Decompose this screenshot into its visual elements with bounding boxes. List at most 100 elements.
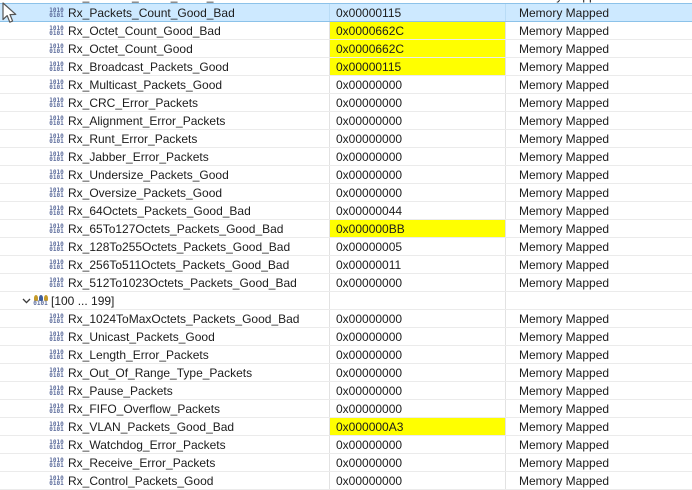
register-name: Rx_Jabber_Error_Packets [68,149,209,164]
register-value-cell[interactable]: 0x00000000 [330,148,506,165]
register-name: Rx_Watchdog_Error_Packets [68,437,226,452]
register-group-icon: 0101 [33,294,48,307]
register-name: Rx_Octet_Count_Good [68,41,193,56]
register-row[interactable]: 1010 0101 Rx_Packets_Count_Good_Bad 0x000… [0,4,692,22]
access-type: Memory Mapped [519,131,610,146]
access-type: Memory Mapped [519,419,610,434]
register-value-cell[interactable]: 0x00000000 [330,454,506,471]
register-name: Rx_512To1023Octets_Packets_Good_Bad [68,275,297,290]
register-row[interactable]: 1010 0101 Rx_Jabber_Error_Packets 0x00000… [0,148,692,166]
register-value: 0x00000000 [336,437,403,452]
access-type: Memory Mapped [519,329,610,344]
register-value-cell[interactable]: 0x0000662C [330,22,506,39]
register-row[interactable]: 1010 0101 Rx_256To511Octets_Packets_Good_… [0,256,692,274]
register-row[interactable]: 1010 0101 Rx_Broadcast_Packets_Good 0x000… [0,58,692,76]
register-row[interactable]: 1010 0101 Rx_Out_Of_Range_Type_Packets 0x… [0,364,692,382]
register-row[interactable]: 1010 0101 Rx_65To127Octets_Packets_Good_B… [0,220,692,238]
register-value-cell[interactable]: 0x00000000 [330,76,506,93]
register-value-cell[interactable]: 0x00000044 [330,202,506,219]
register-value-cell[interactable]: 0x000000A3 [330,418,506,435]
register-value-cell[interactable]: 0x00000000 [330,346,506,363]
register-row[interactable]: 1010 0101 Rx_Length_Error_Packets 0x00000… [0,346,692,364]
register-value-cell[interactable]: 0x00000000 [330,130,506,147]
access-type: Memory Mapped [519,113,610,128]
register-value-cell[interactable]: 0x00000000 [330,436,506,453]
register-name: Rx_Packets_Count_Good_Bad [68,5,235,20]
register-value-cell[interactable]: 0x00000000 [330,400,506,417]
register-value-cell[interactable]: 0x00000000 [330,166,506,183]
register-name: Rx_Receive_Error_Packets [68,455,216,470]
register-value-cell[interactable]: 0x00000000 [330,310,506,327]
register-value-cell[interactable]: 0x00000000 [330,94,506,111]
register-row[interactable]: 1010 0101 Rx_Multicast_Packets_Good 0x000… [0,76,692,94]
access-type: Memory Mapped [519,5,610,20]
register-value-cell[interactable]: 0x000000BB [330,220,506,237]
register-name: Rx_256To511Octets_Packets_Good_Bad [68,257,290,272]
register-row[interactable]: 1010 0101 Rx_64Octets_Packets_Good_Bad 0x… [0,202,692,220]
register-row[interactable]: 1010 0101 Rx_128To255Octets_Packets_Good_… [0,238,692,256]
register-row[interactable]: 1010 0101 Rx_512To1023Octets_Packets_Good… [0,274,692,292]
register-row[interactable]: 1010 0101 Rx_Oversize_Packets_Good 0x0000… [0,184,692,202]
register-value-cell [330,292,506,309]
access-type: Memory Mapped [519,239,610,254]
access-type: Memory Mapped [519,167,610,182]
register-value: 0x0000662C [336,41,405,56]
register-row[interactable]: 1010 0101 Rx_FIFO_Overflow_Packets 0x0000… [0,400,692,418]
register-value-cell[interactable]: 0x00000011 [330,256,506,273]
access-type: Memory Mapped [519,59,610,74]
chevron-down-icon[interactable] [21,298,31,304]
register-value-cell[interactable]: 0x00000000 [330,382,506,399]
register-row[interactable]: 1010 0101 Rx_Octet_Count_Good 0x0000662C … [0,40,692,58]
register-value-cell[interactable]: 0x00000000 [330,364,506,381]
register-name: Rx_Length_Error_Packets [68,347,209,362]
register-name: Rx_Broadcast_Packets_Good [68,59,229,74]
register-value: 0x00000000 [336,185,403,200]
register-name: Rx_Multicast_Packets_Good [68,77,223,92]
register-value-cell[interactable]: 0x00000005 [330,238,506,255]
register-row[interactable]: 1010 0101 Rx_1024ToMaxOctets_Packets_Good… [0,310,692,328]
register-row[interactable]: 1010 0101 Rx_Unicast_Packets_Good 0x00000… [0,328,692,346]
register-value-cell[interactable]: 0x00000115 [330,58,506,75]
register-name: Rx_Out_Of_Range_Type_Packets [68,365,253,380]
access-type: Memory Mapped [519,203,610,218]
register-row[interactable]: 1010 0101 Rx_Runt_Error_Packets 0x0000000… [0,130,692,148]
register-row[interactable]: 1010 0101 Rx_Control_Packets_Good 0x00000… [0,472,692,490]
register-group-row[interactable]: 0101 [100 ... 199] [0,292,692,310]
register-value: 0x00000000 [336,131,403,146]
register-row[interactable]: 1010 0101 Rx_Octet_Count_Good_Bad 0x00006… [0,22,692,40]
register-name: Rx_CRC_Error_Packets [68,95,199,110]
register-value: 0x00000000 [336,365,403,380]
register-value-cell[interactable]: 0x00000000 [330,184,506,201]
register-value: 0x00000000 [336,383,403,398]
register-value-cell[interactable]: 0x00000000 [330,472,506,489]
register-value-cell[interactable]: 0x00000000 [330,328,506,345]
register-row[interactable]: 1010 0101 Rx_CRC_Error_Packets 0x00000000… [0,94,692,112]
register-name: Rx_Undersize_Packets_Good [68,167,229,182]
register-row[interactable]: 1010 0101 Rx_Receive_Error_Packets 0x0000… [0,454,692,472]
register-row[interactable]: 1010 0101 Rx_Watchdog_Error_Packets 0x000… [0,436,692,454]
register-value: 0x00000000 [336,401,403,416]
register-row[interactable]: 1010 0101 Rx_VLAN_Packets_Good_Bad 0x0000… [0,418,692,436]
register-value-cell[interactable]: 0x00000115 [330,4,506,21]
register-row[interactable]: 1010 0101 Rx_Pause_Packets 0x00000000 Mem… [0,382,692,400]
register-row[interactable]: 1010 0101 Rx_Alignment_Error_Packets 0x00… [0,112,692,130]
register-value-cell[interactable]: 0x00000000 [330,274,506,291]
access-type: Memory Mapped [519,347,610,362]
register-row[interactable]: 1010 0101 Rx_Undersize_Packets_Good 0x000… [0,166,692,184]
access-type: Memory Mapped [519,437,610,452]
register-name: Rx_1024ToMaxOctets_Packets_Good_Bad [68,311,300,326]
register-value-cell[interactable]: 0x00000000 [330,112,506,129]
register-value-cell[interactable]: 0x0000662C [330,40,506,57]
register-value: 0x0000662C [336,23,405,38]
